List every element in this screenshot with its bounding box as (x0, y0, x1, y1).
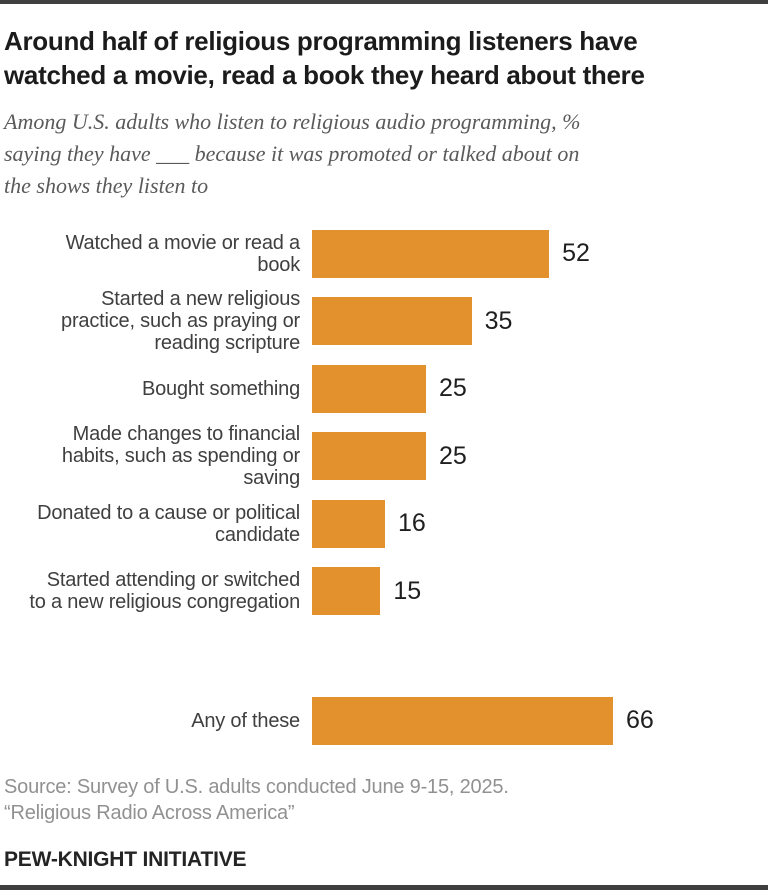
bar (312, 364, 426, 413)
bar-rows: Watched a movie or read a book 52 Started a… (0, 220, 768, 755)
bar (312, 499, 385, 548)
chart-row: Made changes to financial habits, such as… (0, 423, 768, 491)
bar-category-label: Started attending or switched to a new re… (29, 569, 300, 614)
bar-value-label: 15 (393, 576, 422, 605)
bar-value-label: 25 (439, 374, 467, 403)
bar-value-label: 66 (625, 706, 654, 735)
chart-row: Started a new religious practice, such as… (0, 288, 768, 356)
bar-value-label: 35 (484, 306, 513, 335)
bar-category-label: Donated to a cause or political candidate (37, 501, 300, 546)
bar-category-label: Started a new religious practice, such as… (61, 288, 300, 355)
top-rule (0, 0, 768, 4)
bar (312, 297, 472, 346)
bar-value-label: 25 (439, 441, 467, 470)
chart-row: Donated to a cause or political candidate… (0, 490, 768, 558)
bar (312, 229, 550, 278)
bar (312, 432, 426, 481)
bar (312, 567, 381, 616)
chart-subtitle: Among U.S. adults who listen to religiou… (4, 109, 581, 198)
brand-label: PEW-KNIGHT INITIATIVE (4, 848, 247, 871)
bar-chart: Watched a movie or read a book 52 Started a… (0, 220, 768, 755)
bar-category-label: Watched a movie or read a book (65, 231, 301, 276)
chart-row: Any of these 66 (0, 687, 768, 755)
bar-category-label: Bought something (141, 377, 300, 400)
chart-title: Around half of religious programming lis… (4, 26, 645, 90)
chart-row: Started attending or switched to a new re… (0, 558, 768, 626)
bar (312, 696, 613, 745)
bar-category-label: Any of these (191, 709, 300, 732)
source-note: Source: Survey of U.S. adults conducted … (4, 776, 509, 824)
chart-row: Bought something 25 (0, 355, 768, 423)
bar-value-label: 52 (562, 239, 590, 268)
bar-value-label: 16 (397, 509, 426, 538)
bottom-rule (0, 885, 768, 890)
chart-row: Watched a movie or read a book 52 (0, 220, 768, 288)
bar-category-label: Made changes to financial habits, such as… (61, 423, 300, 490)
